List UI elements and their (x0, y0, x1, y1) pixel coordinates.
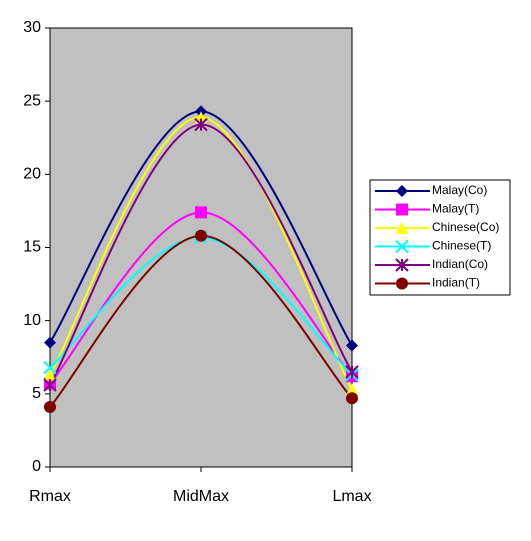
marker (396, 277, 408, 290)
legend-label: Indian(Co) (432, 257, 488, 271)
legend-label: Indian(T) (432, 276, 480, 290)
legend-label: Malay(T) (432, 202, 479, 216)
marker (396, 222, 408, 234)
marker (43, 378, 57, 392)
y-tick-label: 30 (23, 19, 41, 36)
marker (43, 360, 57, 375)
marker (44, 336, 56, 349)
y-tick-label: 10 (23, 312, 41, 329)
x-tick-label: Lmax (332, 488, 371, 505)
marker (346, 383, 358, 396)
marker (195, 229, 207, 242)
legend-label: Malay(Co) (432, 183, 487, 197)
y-tick-label: 0 (32, 458, 41, 475)
y-tick-label: 5 (32, 385, 41, 402)
legend-box (369, 179, 511, 296)
marker (346, 339, 358, 352)
legend-label: Chinese(T) (432, 239, 491, 253)
marker (194, 117, 208, 132)
marker (346, 392, 358, 405)
marker (396, 185, 408, 197)
legend-label: Chinese(Co) (432, 220, 499, 234)
marker (395, 239, 409, 254)
y-tick-label: 25 (23, 92, 41, 109)
marker (345, 365, 359, 379)
plot-area (49, 27, 353, 468)
y-tick-label: 20 (23, 166, 41, 183)
marker (44, 368, 56, 381)
x-tick-label: Rmax (29, 488, 71, 505)
y-tick-label: 15 (23, 239, 41, 256)
marker (395, 258, 409, 272)
marker (195, 206, 207, 219)
x-tick-label: MidMax (173, 488, 229, 505)
marker (396, 203, 408, 216)
marker (44, 401, 56, 414)
